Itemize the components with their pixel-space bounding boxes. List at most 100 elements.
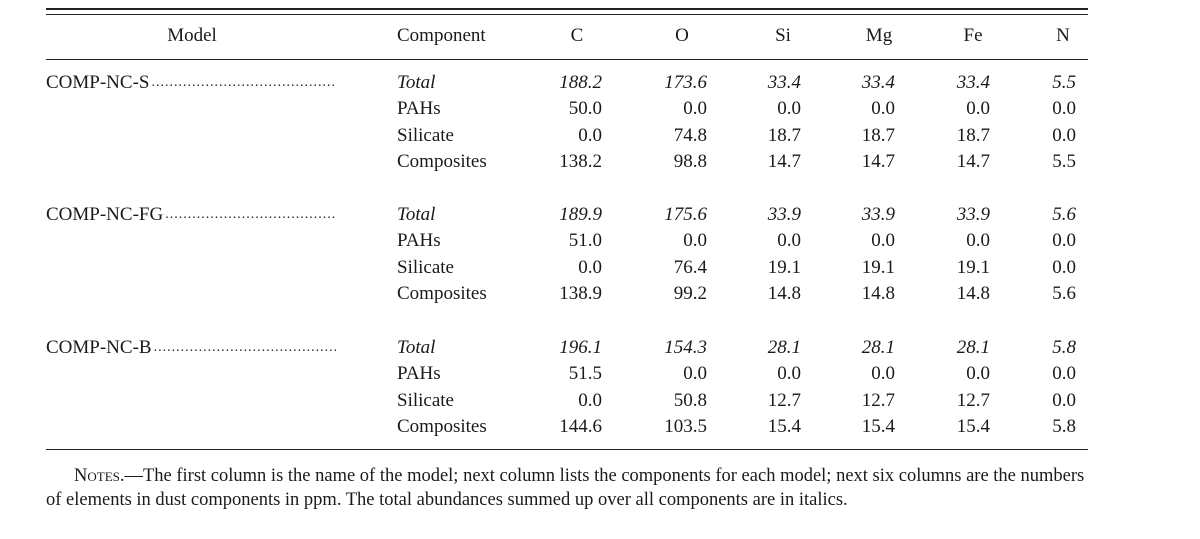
model-name: COMP-NC-FG..............................… <box>46 202 336 228</box>
table-notes: Notes.—The first column is the name of t… <box>46 464 1088 512</box>
notes-text: —The first column is the name of the mod… <box>46 466 1085 510</box>
model-name: COMP-NC-S...............................… <box>46 70 336 96</box>
value-cell: 0.0 <box>966 230 990 252</box>
value-cell: 50.8 <box>673 389 707 411</box>
value-cell: 15.4 <box>861 415 895 437</box>
value-cell: 0.0 <box>683 230 707 252</box>
component-name: Total <box>397 337 436 358</box>
value-cell: 0.0 <box>777 230 801 252</box>
header-rule <box>46 59 1088 60</box>
model-name: COMP-NC-B...............................… <box>46 335 336 361</box>
value-cell: 0.0 <box>1052 124 1076 146</box>
value-cell: 5.8 <box>1052 337 1076 358</box>
value-cell: 28.1 <box>956 337 990 358</box>
component-name: PAHs <box>397 363 441 385</box>
value-cell: 0.0 <box>777 98 801 120</box>
value-cell: 33.9 <box>956 204 990 225</box>
value-cell: 74.8 <box>673 124 707 146</box>
value-cell: 51.0 <box>568 230 602 252</box>
component-name: Composites <box>397 282 487 304</box>
value-cell: 33.9 <box>767 204 801 225</box>
value-cell: 0.0 <box>578 256 602 278</box>
value-cell: 18.7 <box>767 124 801 146</box>
value-cell: 14.8 <box>956 282 990 304</box>
model-name-label: COMP-NC-FG <box>46 204 164 225</box>
dot-leader: ........................................… <box>151 75 336 90</box>
value-cell: 33.4 <box>861 72 895 93</box>
header-element: Si <box>775 25 791 46</box>
header-model: Model <box>167 25 217 46</box>
value-cell: 12.7 <box>861 389 895 411</box>
component-name: PAHs <box>397 230 441 252</box>
value-cell: 0.0 <box>966 98 990 120</box>
value-cell: 15.4 <box>767 415 801 437</box>
dot-leader: ........................................… <box>153 340 336 355</box>
top-rule-thin <box>46 14 1088 15</box>
value-cell: 98.8 <box>673 150 707 172</box>
value-cell: 15.4 <box>956 415 990 437</box>
top-rule-thick <box>46 8 1088 10</box>
value-cell: 76.4 <box>673 256 707 278</box>
header-component: Component <box>397 25 486 46</box>
component-name: Silicate <box>397 256 454 278</box>
header-element: Fe <box>963 25 983 46</box>
notes-lead: Notes. <box>74 466 125 486</box>
value-cell: 28.1 <box>767 337 801 358</box>
header-element: C <box>570 25 584 46</box>
value-cell: 14.7 <box>956 150 990 172</box>
component-name: Silicate <box>397 124 454 146</box>
value-cell: 18.7 <box>861 124 895 146</box>
value-cell: 138.9 <box>559 282 602 304</box>
value-cell: 0.0 <box>871 363 895 385</box>
value-cell: 18.7 <box>956 124 990 146</box>
value-cell: 154.3 <box>664 337 707 358</box>
value-cell: 5.6 <box>1052 282 1076 304</box>
value-cell: 175.6 <box>664 204 707 225</box>
value-cell: 0.0 <box>1052 389 1076 411</box>
value-cell: 33.9 <box>861 204 895 225</box>
value-cell: 0.0 <box>871 98 895 120</box>
value-cell: 14.7 <box>861 150 895 172</box>
value-cell: 103.5 <box>664 415 707 437</box>
value-cell: 144.6 <box>559 415 602 437</box>
value-cell: 33.4 <box>767 72 801 93</box>
value-cell: 0.0 <box>871 230 895 252</box>
value-cell: 19.1 <box>767 256 801 278</box>
component-name: Composites <box>397 150 487 172</box>
value-cell: 138.2 <box>559 150 602 172</box>
header-element: N <box>1056 25 1070 46</box>
value-cell: 99.2 <box>673 282 707 304</box>
value-cell: 0.0 <box>683 363 707 385</box>
value-cell: 0.0 <box>1052 98 1076 120</box>
value-cell: 0.0 <box>1052 363 1076 385</box>
value-cell: 173.6 <box>664 72 707 93</box>
component-name: Total <box>397 204 436 225</box>
value-cell: 0.0 <box>966 363 990 385</box>
value-cell: 0.0 <box>777 363 801 385</box>
value-cell: 51.5 <box>568 363 602 385</box>
value-cell: 28.1 <box>861 337 895 358</box>
bottom-rule <box>46 449 1088 450</box>
value-cell: 12.7 <box>956 389 990 411</box>
value-cell: 19.1 <box>861 256 895 278</box>
value-cell: 0.0 <box>578 124 602 146</box>
value-cell: 12.7 <box>767 389 801 411</box>
value-cell: 33.4 <box>956 72 990 93</box>
value-cell: 0.0 <box>578 389 602 411</box>
model-name-label: COMP-NC-B <box>46 337 152 358</box>
model-name-label: COMP-NC-S <box>46 72 150 93</box>
value-cell: 5.6 <box>1052 204 1076 225</box>
component-name: Total <box>397 72 436 93</box>
value-cell: 50.0 <box>568 98 602 120</box>
value-cell: 5.5 <box>1052 150 1076 172</box>
header-element: O <box>675 25 689 46</box>
value-cell: 0.0 <box>1052 230 1076 252</box>
value-cell: 189.9 <box>559 204 602 225</box>
value-cell: 14.8 <box>861 282 895 304</box>
value-cell: 0.0 <box>1052 256 1076 278</box>
value-cell: 5.8 <box>1052 415 1076 437</box>
component-name: Silicate <box>397 389 454 411</box>
value-cell: 196.1 <box>559 337 602 358</box>
component-name: Composites <box>397 415 487 437</box>
dot-leader: ........................................… <box>165 207 336 222</box>
